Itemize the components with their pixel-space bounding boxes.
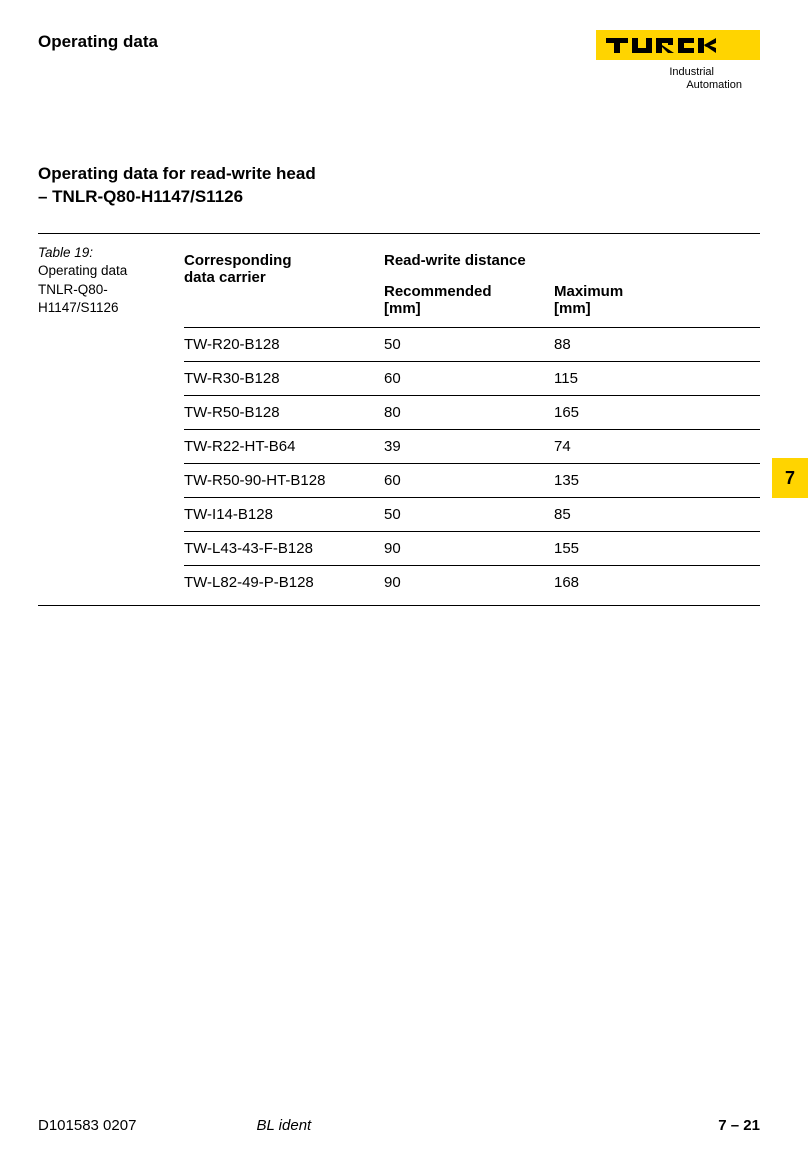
table-row: TW-R20-B1285088 bbox=[184, 328, 760, 362]
operating-data-table: Corresponding data carrier Read-write di… bbox=[184, 244, 760, 599]
cell-maximum: 165 bbox=[554, 396, 760, 430]
table-row: TW-L43-43-F-B12890155 bbox=[184, 532, 760, 566]
header-row: Operating data bbox=[38, 30, 760, 91]
brand-logo bbox=[596, 30, 760, 60]
table-caption: Table 19: Operating data TNLR-Q80- H1147… bbox=[38, 244, 168, 599]
page-footer: D101583 0207 BL ident 7 – 21 bbox=[38, 1117, 760, 1134]
cell-maximum: 85 bbox=[554, 498, 760, 532]
footer-docid: D101583 0207 bbox=[38, 1117, 136, 1134]
cell-recommended: 50 bbox=[384, 328, 554, 362]
col-header-distance: Read-write distance bbox=[384, 244, 760, 275]
cell-carrier: TW-R50-B128 bbox=[184, 396, 384, 430]
brand-tagline: Industrial Automation bbox=[596, 60, 760, 91]
cell-maximum: 168 bbox=[554, 566, 760, 600]
cell-carrier: TW-I14-B128 bbox=[184, 498, 384, 532]
cell-maximum: 135 bbox=[554, 464, 760, 498]
cell-carrier: TW-R50-90-HT-B128 bbox=[184, 464, 384, 498]
table-caption-line2: Operating data bbox=[38, 262, 168, 280]
cell-carrier: TW-R30-B128 bbox=[184, 362, 384, 396]
cell-carrier: TW-R22-HT-B64 bbox=[184, 430, 384, 464]
cell-recommended: 60 bbox=[384, 464, 554, 498]
footer-product: BL ident bbox=[136, 1117, 718, 1134]
col-header-recommended: Recommended [mm] bbox=[384, 275, 554, 328]
turck-logo-icon bbox=[606, 35, 746, 55]
cell-maximum: 74 bbox=[554, 430, 760, 464]
table-block: Table 19: Operating data TNLR-Q80- H1147… bbox=[38, 233, 760, 606]
table-caption-line1: Table 19: bbox=[38, 244, 168, 262]
cell-recommended: 90 bbox=[384, 532, 554, 566]
cell-maximum: 155 bbox=[554, 532, 760, 566]
brand-tagline-line1: Industrial bbox=[596, 66, 760, 79]
section-heading-line2: – TNLR-Q80-H1147/S1126 bbox=[38, 186, 760, 209]
table-caption-line4: H1147/S1126 bbox=[38, 299, 168, 317]
table-row: TW-R50-B12880165 bbox=[184, 396, 760, 430]
section-heading: Operating data for read-write head – TNL… bbox=[38, 163, 760, 209]
chapter-tab: 7 bbox=[772, 458, 808, 498]
cell-maximum: 88 bbox=[554, 328, 760, 362]
cell-recommended: 90 bbox=[384, 566, 554, 600]
table-row: TW-R50-90-HT-B12860135 bbox=[184, 464, 760, 498]
cell-recommended: 60 bbox=[384, 362, 554, 396]
table-caption-line3: TNLR-Q80- bbox=[38, 281, 168, 299]
table-row: TW-L82-49-P-B12890168 bbox=[184, 566, 760, 600]
cell-carrier: TW-L43-43-F-B128 bbox=[184, 532, 384, 566]
cell-carrier: TW-L82-49-P-B128 bbox=[184, 566, 384, 600]
cell-recommended: 80 bbox=[384, 396, 554, 430]
footer-pagenum: 7 – 21 bbox=[718, 1117, 760, 1134]
table-row: TW-R30-B12860115 bbox=[184, 362, 760, 396]
cell-carrier: TW-R20-B128 bbox=[184, 328, 384, 362]
brand-logo-block: Industrial Automation bbox=[596, 30, 760, 91]
brand-tagline-line2: Automation bbox=[596, 79, 760, 92]
col-header-carrier: Corresponding data carrier bbox=[184, 244, 384, 328]
table-row: TW-I14-B1285085 bbox=[184, 498, 760, 532]
cell-recommended: 50 bbox=[384, 498, 554, 532]
page-title: Operating data bbox=[38, 30, 158, 52]
cell-maximum: 115 bbox=[554, 362, 760, 396]
table-row: TW-R22-HT-B643974 bbox=[184, 430, 760, 464]
cell-recommended: 39 bbox=[384, 430, 554, 464]
col-header-maximum: Maximum [mm] bbox=[554, 275, 760, 328]
page: Operating data bbox=[0, 0, 808, 1166]
section-heading-line1: Operating data for read-write head bbox=[38, 163, 760, 186]
